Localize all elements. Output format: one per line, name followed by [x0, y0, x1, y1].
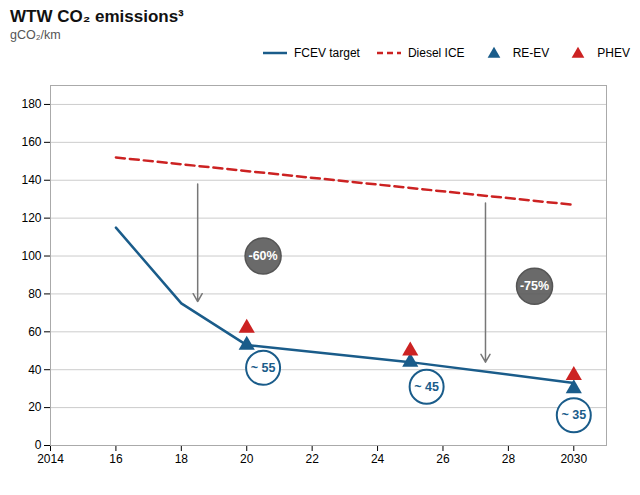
svg-text:0: 0	[35, 438, 42, 452]
svg-text:24: 24	[371, 452, 385, 466]
svg-text:16: 16	[109, 452, 123, 466]
html-text:gCO₂/km: gCO₂/km	[10, 28, 61, 42]
svg-text:~ 45: ~ 45	[414, 380, 439, 394]
svg-text:140: 140	[21, 173, 41, 187]
svg-text:100: 100	[21, 249, 41, 263]
svg-text:40: 40	[28, 363, 42, 377]
svg-text:20: 20	[240, 452, 254, 466]
svg-text:26: 26	[436, 452, 450, 466]
svg-text:~ 35: ~ 35	[561, 408, 586, 422]
html-text:PHEV: PHEV	[597, 46, 630, 60]
svg-text:~ 55: ~ 55	[251, 361, 276, 375]
html-text:RE-EV: RE-EV	[512, 46, 550, 60]
html-text:Diesel ICE: Diesel ICE	[407, 46, 465, 60]
svg-text:18: 18	[175, 452, 189, 466]
svg-text:60: 60	[28, 325, 42, 339]
svg-text:2014: 2014	[37, 452, 64, 466]
html-text:FCEV target: FCEV target	[293, 46, 360, 60]
svg-text:160: 160	[21, 135, 41, 149]
svg-text:-75%: -75%	[520, 279, 549, 293]
svg-text:120: 120	[21, 211, 41, 225]
svg-text:80: 80	[28, 287, 42, 301]
svg-text:22: 22	[305, 452, 319, 466]
html-text:WTW CO₂ emissions³: WTW CO₂ emissions³	[10, 7, 184, 26]
svg-text:28: 28	[502, 452, 516, 466]
svg-text:20: 20	[28, 400, 42, 414]
svg-text:2030: 2030	[560, 452, 587, 466]
svg-text:180: 180	[21, 97, 41, 111]
svg-text:-60%: -60%	[248, 249, 277, 263]
